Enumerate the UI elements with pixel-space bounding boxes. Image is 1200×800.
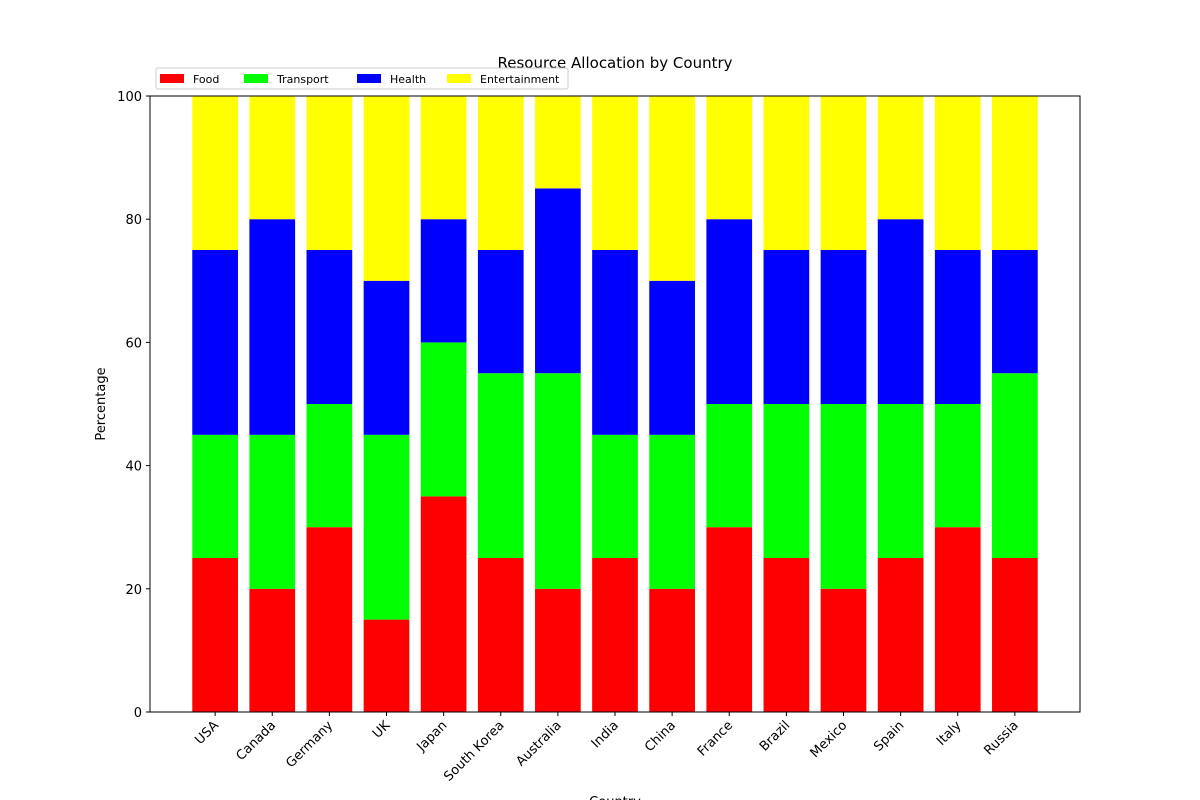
bar-segment [706,96,753,220]
bar-segment [249,219,296,435]
bar-segment [820,250,867,404]
bar-segment [477,96,524,250]
bar-segment [363,280,410,435]
legend-swatch [357,74,381,83]
bar-segment [592,434,638,558]
bar-segment [535,96,581,189]
bar-segment [934,250,981,404]
x-axis-label: Country [589,795,641,800]
bar-segment [535,373,581,589]
bar-segment [763,250,810,404]
bar-segment [249,588,296,712]
y-tick-label: 60 [125,336,142,351]
bar-segment [992,558,1038,712]
bar-segment [249,434,296,589]
bar-segment [763,558,810,712]
bar-segment [877,404,924,558]
bar-segment [477,250,524,374]
y-tick-label: 80 [125,213,142,228]
bar-segment [706,219,753,404]
bar-segment [877,219,924,404]
bar-segment [420,219,467,343]
y-tick-label: 20 [125,583,142,598]
bar-segment [477,373,524,558]
y-tick-label: 40 [125,460,142,475]
bar-segment [192,434,238,558]
bar-segment [820,588,867,712]
y-tick-label: 100 [117,90,142,105]
legend-label: Entertainment [480,73,560,86]
bar-segment [763,404,810,558]
bar-segment [363,434,410,620]
bar-segment [649,588,695,712]
bar-segment [192,558,238,712]
bar-segment [192,96,238,250]
legend-swatch [160,74,184,83]
bar-segment [763,96,810,250]
bar-segment [249,96,296,220]
bar-segment [477,558,524,712]
legend-label: Transport [276,73,329,86]
bar-segment [649,280,695,435]
bar-segment [535,188,581,374]
legend-swatch [244,74,268,83]
y-tick-label: 0 [134,706,142,721]
bar-segment [877,96,924,220]
bar-segment [306,250,353,404]
bar-segment [706,527,753,712]
bar-segment [992,96,1038,250]
bar-segment [820,404,867,589]
bar-segment [420,96,467,220]
bar-segment [192,250,238,435]
bar-segment [363,96,410,281]
bar-segment [820,96,867,250]
bar-segment [649,434,695,589]
bar-segment [306,527,353,712]
bar-segment [420,496,467,712]
bar-segment [592,558,638,712]
bar-segment [934,96,981,250]
bar-segment [535,588,581,712]
bar-segment [420,342,467,497]
legend-label: Food [193,73,219,86]
bar-segment [992,250,1038,374]
legend-swatch [447,74,471,83]
legend-label: Health [390,73,426,86]
bar-segment [363,619,410,712]
bar-segment [306,96,353,250]
bar-segment [877,558,924,712]
bar-segment [306,404,353,528]
y-axis-label: Percentage [94,367,109,440]
bar-segment [934,404,981,528]
bar-segment [592,250,638,435]
bar-segment [992,373,1038,558]
bar-segment [706,404,753,528]
bar-segment [592,96,638,250]
bar-segment [649,96,695,281]
bar-segment [934,527,981,712]
